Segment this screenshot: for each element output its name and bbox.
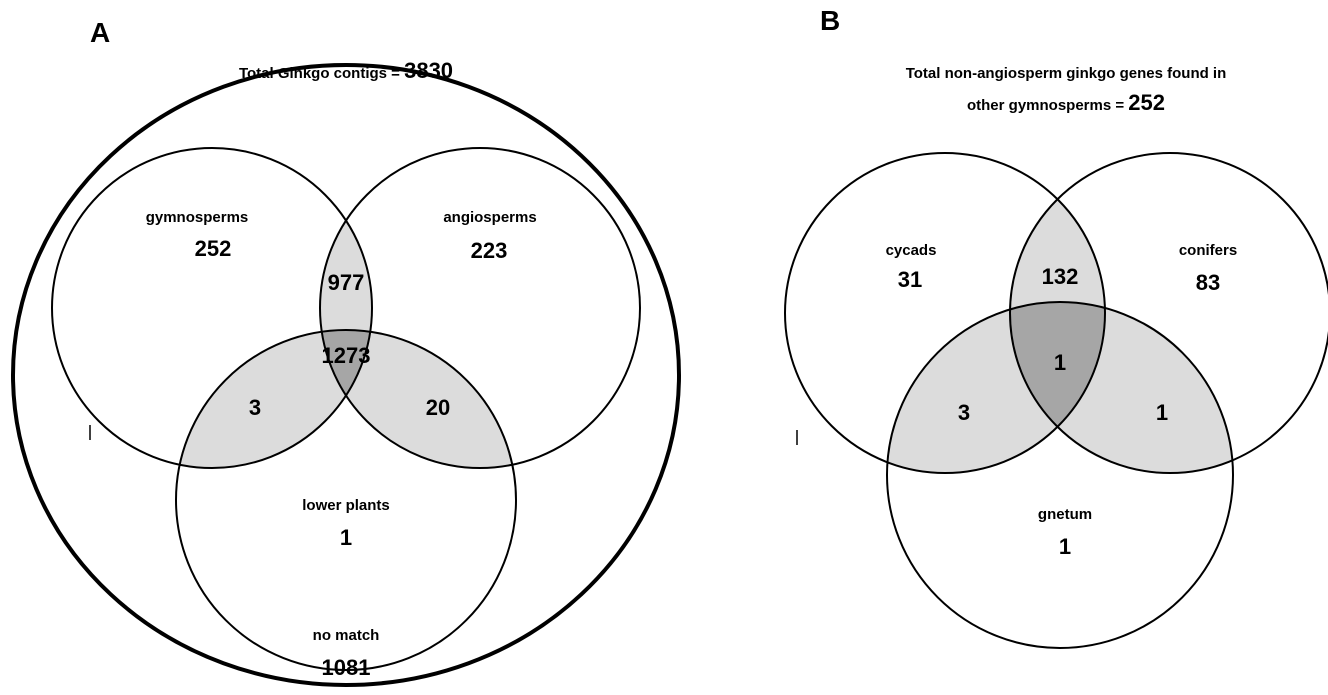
value-gnetum-only: 1 xyxy=(1059,534,1071,559)
overlap-conifers-gnetum xyxy=(1010,302,1233,473)
value-angiosperms-only: 223 xyxy=(471,238,508,263)
value-cycads-conifers: 132 xyxy=(1042,264,1079,289)
label-cycads: cycads xyxy=(886,242,937,259)
circle-gnetum xyxy=(886,301,1234,649)
overlap-angio-lower xyxy=(320,330,516,468)
panel-b: B Total non-angiosperm ginkgo genes foun… xyxy=(784,5,1328,649)
value-all-three-b: 1 xyxy=(1054,350,1066,375)
value-gymno-angio: 977 xyxy=(328,270,365,295)
label-gymnosperms: gymnosperms xyxy=(146,209,249,226)
label-lower-plants: lower plants xyxy=(302,497,390,514)
panel-b-title-line2: other gymnosperms = 252 xyxy=(967,90,1165,115)
label-gnetum: gnetum xyxy=(1038,506,1092,523)
value-angio-lower: 20 xyxy=(426,395,450,420)
circle-gymnosperms xyxy=(51,147,373,469)
value-lower-plants-only: 1 xyxy=(340,525,352,550)
value-conifers-gnetum: 1 xyxy=(1156,400,1168,425)
value-conifers-only: 83 xyxy=(1196,270,1220,295)
value-cycads-gnetum: 3 xyxy=(958,400,970,425)
circle-conifers xyxy=(1009,152,1328,474)
circle-cycads xyxy=(784,152,1106,474)
value-gymnosperms-only: 252 xyxy=(195,236,232,261)
label-no-match: no match xyxy=(313,627,380,644)
value-all-three-a: 1273 xyxy=(322,343,371,368)
label-conifers: conifers xyxy=(1179,242,1237,259)
value-no-match: 1081 xyxy=(322,655,371,680)
value-cycads-only: 31 xyxy=(898,267,922,292)
overlap-cycads-gnetum xyxy=(887,302,1105,473)
panel-a-letter: A xyxy=(90,17,110,48)
overlap-gymno-lower xyxy=(176,330,372,468)
panel-a: A Total Ginkgo contigs = 3830 gymnosperm… xyxy=(11,17,681,687)
value-gymno-lower: 3 xyxy=(249,395,261,420)
panel-b-title-line1: Total non-angiosperm ginkgo genes found … xyxy=(906,65,1227,82)
circle-lower-plants xyxy=(175,329,517,671)
label-angiosperms: angiosperms xyxy=(443,209,536,226)
outer-ellipse-all-contigs xyxy=(11,63,681,687)
circle-angiosperms xyxy=(319,147,641,469)
panel-b-letter: B xyxy=(820,5,840,36)
panel-a-title: Total Ginkgo contigs = 3830 xyxy=(239,58,453,83)
